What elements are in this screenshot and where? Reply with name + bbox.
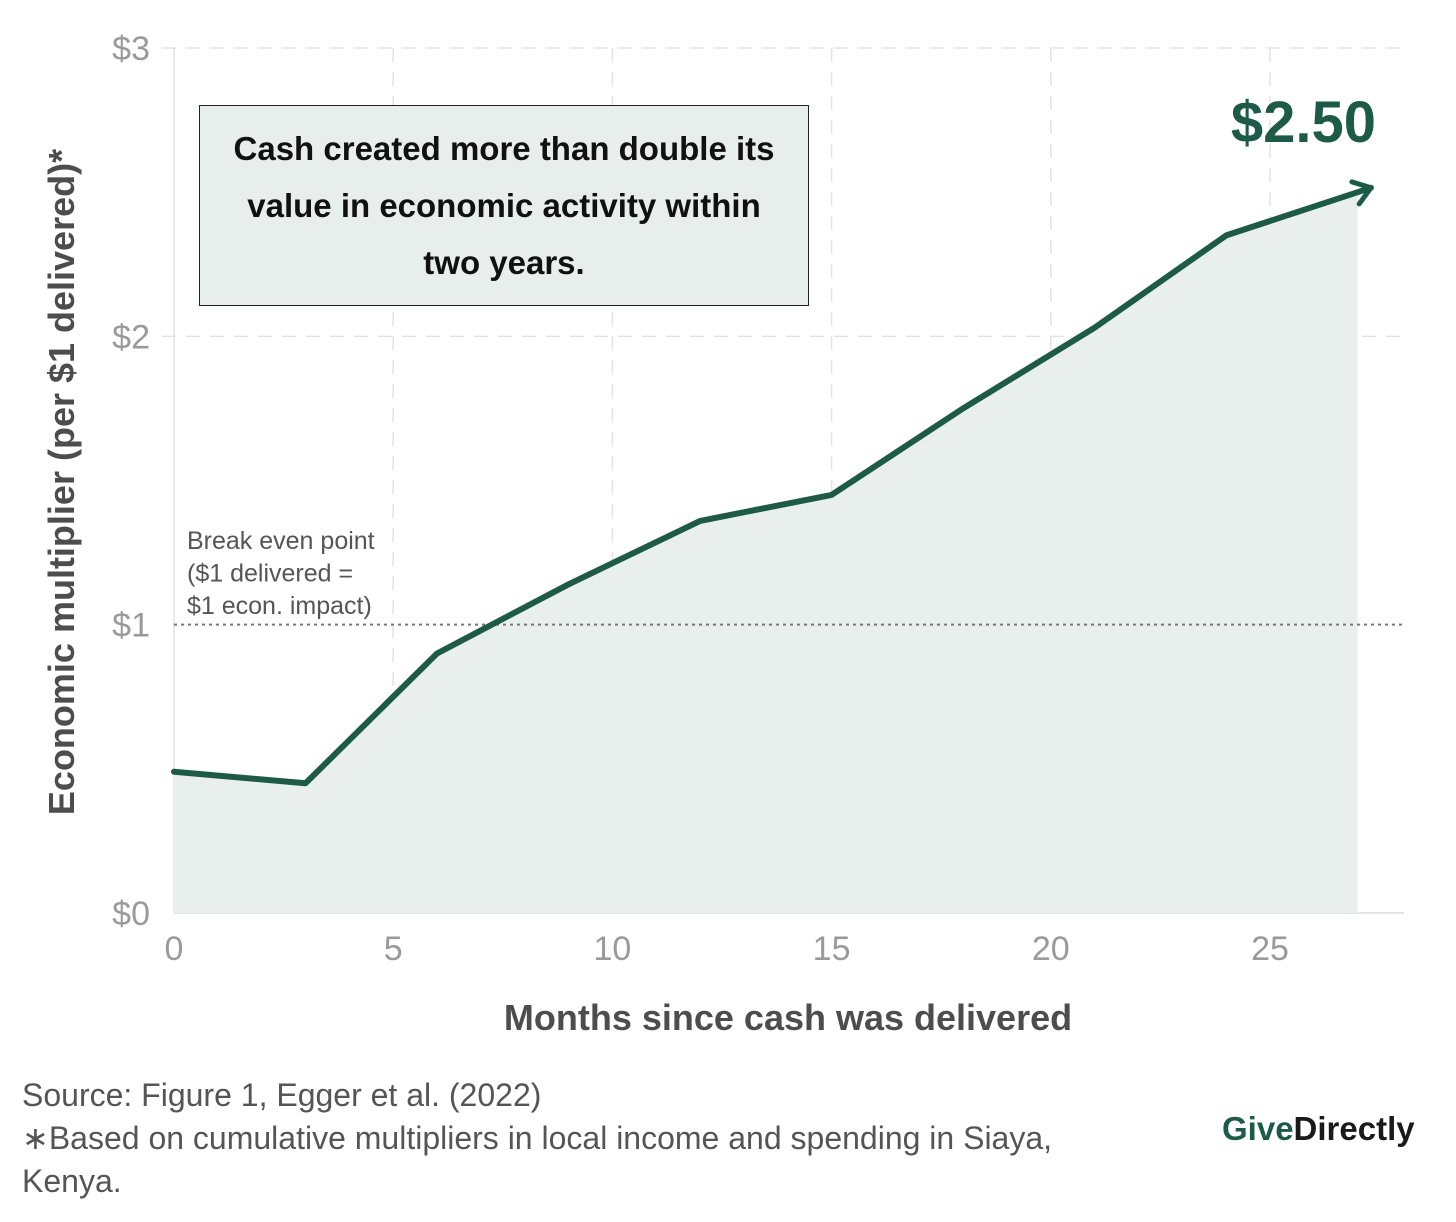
y-tick-label: $1 [112,607,150,645]
annotation-box: Cash created more than double its value … [199,105,809,306]
y-axis-title: Economic multiplier (per $1 delivered)* [41,149,82,815]
footnote-line-1: ∗Based on cumulative multipliers in loca… [22,1120,1053,1156]
line-layer [171,179,1374,787]
annotation-text: Cash created more than double its value … [233,130,775,281]
x-axis-title: Months since cash was delivered [504,997,1072,1038]
y-tick-label: $2 [112,318,150,356]
y-tick-label: $3 [112,30,150,68]
break-even-label: $1 econ. impact) [187,592,372,620]
x-tick-label: 0 [165,930,184,968]
x-tick-label: 20 [1032,930,1070,968]
x-tick-label: 25 [1251,930,1289,968]
tick-labels: 0 5 10 15 20 25 $0 $1 $2 $3 [112,30,1289,968]
end-value-label: $2.50 [1231,90,1376,155]
x-tick-label: 10 [593,930,631,968]
logo-part-give: Give [1222,1110,1294,1147]
break-even-label: Break even point [187,527,375,555]
arrow-head [1349,179,1374,207]
footer: Source: Figure 1, Egger et al. (2022) ∗B… [22,1074,1212,1203]
break-even-label: ($1 delivered = [187,560,353,588]
reference-layer: Break even point ($1 delivered = $1 econ. … [174,527,1404,626]
area-layer [174,192,1358,913]
series-line [171,189,1361,787]
source-note: Source: Figure 1, Egger et al. (2022) [22,1077,542,1113]
y-tick-label: $0 [112,895,150,933]
givedirectly-logo: GiveDirectly [1222,1110,1415,1148]
x-tick-label: 5 [384,930,403,968]
area-fill [174,192,1358,913]
footnote-line-2: Kenya. [22,1163,122,1199]
logo-part-directly: Directly [1293,1110,1415,1147]
x-tick-label: 15 [813,930,851,968]
